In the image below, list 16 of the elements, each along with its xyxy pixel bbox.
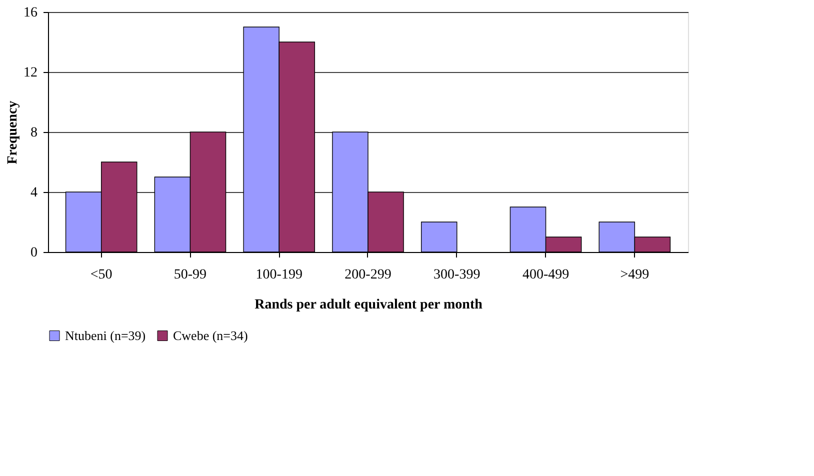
x-tick-label: 50-99 [174,268,207,282]
x-tick-label: <50 [90,268,112,282]
x-tick-label: 400-499 [522,268,570,282]
x-tick-label: 100-199 [256,268,302,282]
x-axis-title: Rands per adult equivalent per month [254,298,483,312]
legend-label: Ntubeni (n=39) [65,328,146,343]
y-tick-label: 12 [24,66,38,80]
y-tick-label: 4 [30,186,38,200]
y-tick-label: 16 [24,6,38,20]
y-tick-label: 8 [30,126,38,140]
x-tick-label: >499 [620,268,650,282]
x-tick-label: 300-399 [434,268,480,282]
y-tick-label: 0 [30,246,38,260]
y-axis-title: Frequency [6,100,20,164]
legend-label: Cwebe (n=34) [173,328,248,343]
x-tick-label: 200-299 [344,268,392,282]
